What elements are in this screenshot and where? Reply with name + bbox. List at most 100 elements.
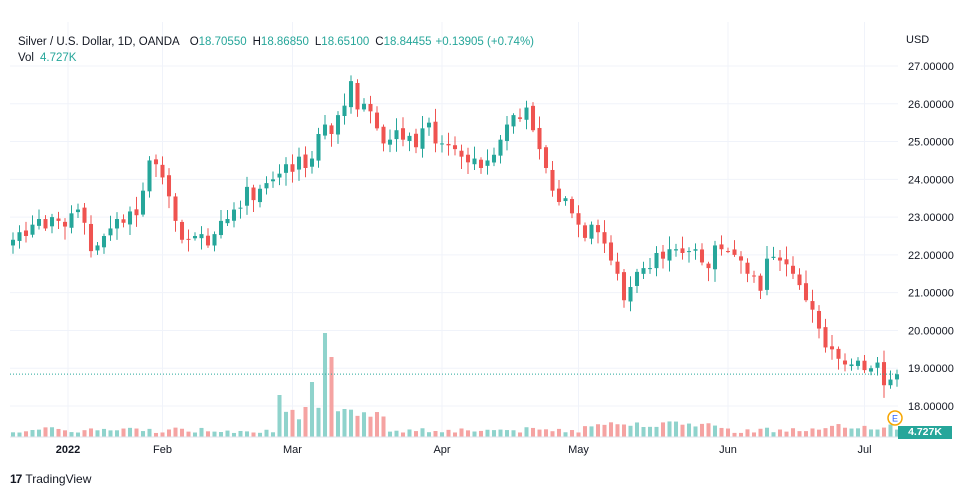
candle-body — [62, 221, 68, 227]
candle-body — [251, 187, 256, 201]
volume-bar — [868, 429, 874, 437]
candle-body — [290, 164, 295, 172]
volume-bar — [368, 416, 373, 437]
volume-bar — [147, 428, 152, 437]
volume-bar — [452, 432, 458, 437]
volume-bar — [160, 432, 165, 437]
volume-bar — [699, 423, 705, 437]
candle-body — [283, 164, 289, 173]
volume-bar — [114, 430, 120, 437]
candle-body — [309, 158, 315, 167]
volume-bar — [478, 430, 484, 437]
candle-body — [732, 249, 737, 255]
candle-body — [530, 105, 536, 131]
candle-body — [634, 271, 640, 286]
volume-bar — [667, 421, 672, 437]
volume-bar — [387, 431, 393, 437]
candle-body — [88, 223, 94, 252]
candle-body — [264, 183, 269, 189]
volume-bar — [374, 412, 380, 437]
brand-name: TradingView — [25, 472, 92, 486]
symbol-title[interactable]: Silver / U.S. Dollar, 1D, OANDA — [18, 36, 180, 48]
volume-bar — [69, 432, 74, 437]
candle-body — [134, 209, 139, 216]
candle-layer — [10, 75, 900, 398]
volume-bar — [361, 412, 367, 437]
dividend-marker-icon[interactable] — [887, 410, 903, 426]
volume-bar — [10, 432, 16, 437]
candle-body — [270, 179, 276, 182]
candle-body — [517, 117, 523, 119]
footer-brand[interactable]: 17 TradingView — [10, 472, 91, 486]
volume-bar — [491, 430, 497, 437]
open-value: 18.70550 — [198, 36, 247, 48]
candle-body — [244, 186, 250, 206]
time-axis-label: Apr — [433, 444, 450, 456]
candle-body — [862, 360, 867, 371]
volume-bar — [771, 432, 776, 437]
volume-bar — [888, 424, 893, 437]
volume-bar — [621, 424, 627, 437]
volume-bar — [95, 430, 100, 437]
candle-body — [95, 245, 100, 251]
candle-body — [426, 122, 432, 128]
candle-body — [491, 154, 497, 163]
volume-bar — [530, 427, 536, 437]
volume-bar — [628, 425, 633, 437]
volume-bar — [394, 430, 399, 437]
price-axis[interactable]: 27.00000 26.00000 25.00000 24.00000 23.00000… — [908, 61, 954, 413]
volume-bar — [400, 432, 406, 437]
candle-body — [329, 125, 334, 134]
volume-bar — [849, 428, 854, 437]
volume-bar — [543, 429, 549, 437]
volume-bar — [550, 431, 555, 437]
candle-body — [836, 348, 841, 359]
volume-bar — [322, 333, 328, 437]
candle-body — [693, 249, 698, 251]
time-axis-label: May — [568, 444, 589, 456]
volume-bar — [36, 429, 42, 437]
volume-bar — [569, 430, 575, 437]
price-axis-label: 23.00000 — [908, 212, 954, 224]
candle-body — [108, 228, 113, 236]
volume-bar — [381, 416, 386, 437]
volume-bar — [556, 428, 562, 437]
candle-body — [556, 188, 562, 202]
candle-body — [472, 158, 477, 165]
volume-bar — [615, 424, 620, 437]
candle-body — [30, 224, 35, 235]
candle-body — [413, 133, 419, 148]
time-axis-label: Jul — [857, 444, 871, 456]
candle-body — [628, 287, 633, 302]
candle-body — [524, 107, 529, 120]
volume-bar — [49, 427, 55, 437]
candle-body — [231, 209, 237, 221]
volume-bar — [524, 427, 529, 437]
candle-body — [660, 251, 666, 259]
volume-bar — [270, 432, 276, 437]
candle-body — [823, 327, 828, 348]
candle-body — [374, 112, 380, 129]
candle-body — [764, 258, 770, 290]
volume-bar — [660, 422, 666, 437]
candle-body — [582, 225, 588, 238]
tradingview-logo-icon: 17 — [10, 472, 22, 486]
volume-bar — [764, 427, 770, 437]
candle-body — [745, 262, 750, 274]
volume-bar — [634, 422, 640, 437]
volume-price-tag: 4.727K — [898, 426, 952, 439]
price-axis-label: 27.00000 — [908, 61, 954, 73]
volume-bar — [283, 411, 289, 437]
volume-bar — [654, 426, 659, 437]
grid-layer — [10, 22, 898, 437]
volume-bar — [439, 432, 445, 437]
volume-bar — [186, 431, 191, 437]
time-axis[interactable]: 2022 Feb Mar Apr May Jun Jul — [56, 444, 872, 456]
volume-layer — [10, 333, 900, 437]
volume-bar — [842, 427, 848, 437]
volume-bar — [108, 430, 113, 437]
candle-body — [719, 244, 724, 250]
candle-body — [699, 249, 705, 263]
